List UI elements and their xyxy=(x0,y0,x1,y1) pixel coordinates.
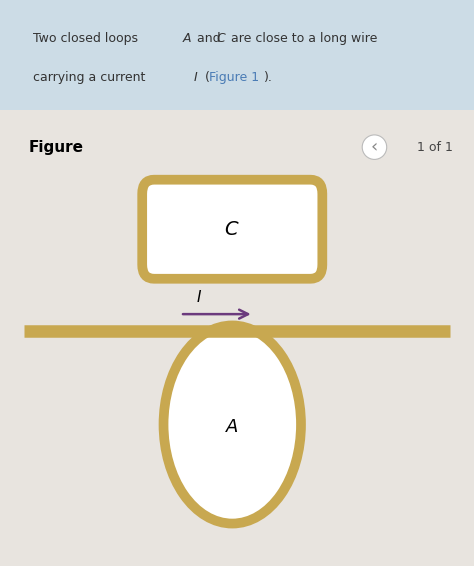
Text: and: and xyxy=(193,32,225,45)
FancyBboxPatch shape xyxy=(142,180,322,279)
Text: ‹: ‹ xyxy=(371,138,378,156)
Text: Two closed loops: Two closed loops xyxy=(33,32,142,45)
Text: $A$: $A$ xyxy=(225,418,239,436)
Text: are close to a long wire: are close to a long wire xyxy=(227,32,377,45)
Text: A: A xyxy=(182,32,191,45)
Text: Figure 1: Figure 1 xyxy=(209,71,259,84)
Text: ).: ). xyxy=(264,71,273,84)
Ellipse shape xyxy=(164,325,301,524)
FancyBboxPatch shape xyxy=(0,0,474,110)
Text: carrying a current: carrying a current xyxy=(33,71,150,84)
Text: $C$: $C$ xyxy=(225,220,240,239)
Text: I: I xyxy=(193,71,197,84)
Text: C: C xyxy=(217,32,225,45)
Text: $I$: $I$ xyxy=(196,289,202,305)
Text: Figure: Figure xyxy=(28,140,83,155)
Text: (: ( xyxy=(201,71,210,84)
Text: 1 of 1: 1 of 1 xyxy=(417,141,453,153)
